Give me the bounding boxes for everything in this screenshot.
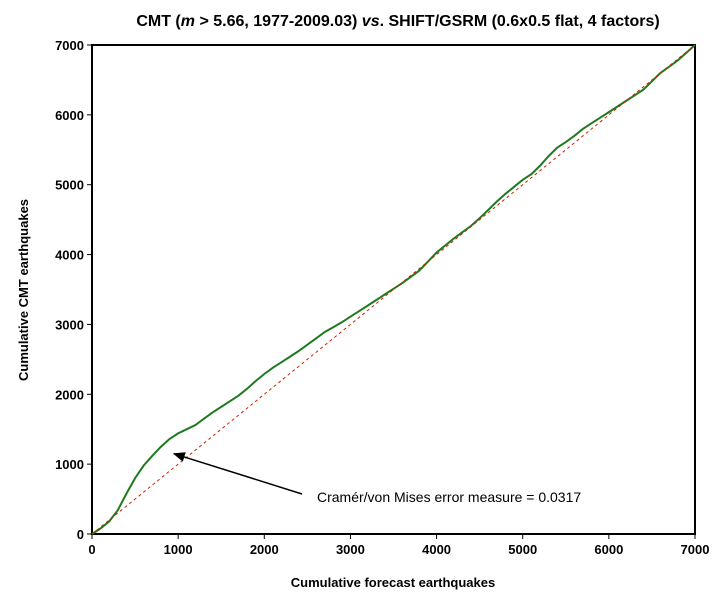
y-tick-label: 1000 bbox=[55, 457, 84, 472]
title-vs: vs bbox=[362, 13, 380, 30]
y-tick-label: 7000 bbox=[55, 38, 84, 53]
annotation-text: Cramér/von Mises error measure = 0.0317 bbox=[317, 489, 581, 505]
annotation-arrow bbox=[172, 452, 303, 495]
x-tick-label: 5000 bbox=[508, 542, 537, 557]
y-tick-label: 4000 bbox=[55, 248, 84, 263]
y-tick-label: 5000 bbox=[55, 178, 84, 193]
y-tick-label: 0 bbox=[77, 527, 84, 542]
y-tick-label: 3000 bbox=[55, 317, 84, 332]
y-axis-label: Cumulative CMT earthquakes bbox=[16, 199, 31, 381]
x-tick-label: 2000 bbox=[250, 542, 279, 557]
y-axis-ticks: 0 1000 2000 3000 4000 5000 6000 7000 bbox=[55, 38, 92, 542]
x-tick-label: 0 bbox=[88, 542, 95, 557]
x-tick-label: 3000 bbox=[336, 542, 365, 557]
chart-title: CMT (m > 5.66, 1977-2009.03) vs. SHIFT/G… bbox=[136, 13, 659, 30]
title-variable: m bbox=[181, 13, 195, 30]
x-tick-label: 1000 bbox=[164, 542, 193, 557]
x-tick-label: 4000 bbox=[422, 542, 451, 557]
y-tick-label: 6000 bbox=[55, 108, 84, 123]
x-tick-label: 6000 bbox=[594, 542, 623, 557]
title-prefix: CMT ( bbox=[136, 13, 181, 30]
y-tick-label: 2000 bbox=[55, 387, 84, 402]
title-suffix: . SHIFT/GSRM (0.6x0.5 flat, 4 factors) bbox=[380, 13, 660, 30]
x-tick-label: 7000 bbox=[681, 542, 710, 557]
series-layer bbox=[91, 44, 696, 535]
annotation-layer: Cramér/von Mises error measure = 0.0317 bbox=[172, 452, 581, 505]
x-axis-label: Cumulative forecast earthquakes bbox=[291, 575, 495, 590]
cumulative-series-line bbox=[91, 44, 696, 535]
x-axis-ticks: 0 1000 2000 3000 4000 5000 6000 7000 bbox=[88, 534, 709, 557]
title-middle: > 5.66, 1977-2009.03) bbox=[195, 13, 362, 30]
